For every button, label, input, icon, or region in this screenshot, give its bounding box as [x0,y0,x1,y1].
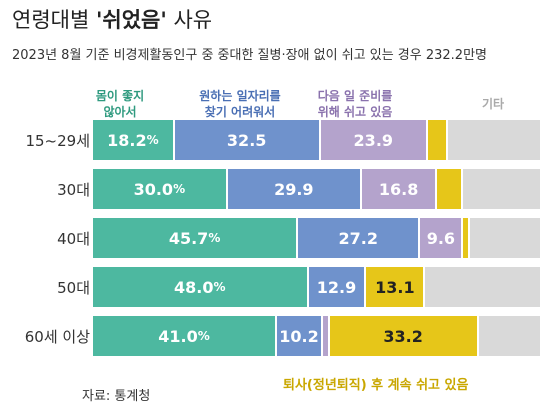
chart-title: 연령대별 '쉬었음' 사유 [12,4,212,34]
legend-label-line: 위해 쉬고 있음 [317,105,393,119]
data-label: 13.1 [375,277,415,297]
data-label: 27.2 [338,228,378,248]
bar-segment: 29.9 [227,169,360,209]
data-label: 16.8 [378,179,419,199]
title-prefix: 연령대별 [12,8,96,32]
bar-segment: 45.7% [93,218,297,258]
bar-segment: 18.2% [93,120,173,160]
bar-segment [469,218,540,258]
bar-segment [463,218,468,258]
data-label-unit: % [197,329,210,343]
data-label: 9.6 [426,228,456,248]
bar-segment: 12.9 [308,267,365,307]
category-label: 60세 이상 [24,328,90,346]
legend-label-line: 다음 일 준비를 [317,89,393,103]
source-label: 자료: 통계청 [82,389,151,404]
bar-segment: 9.6 [420,218,462,258]
bar-segment: 30.0% [93,169,226,209]
bar-segment: 27.2 [298,218,419,258]
bar-segment: 41.0% [93,316,276,356]
data-label: 48.0 [174,277,214,297]
bar-segment: 16.8 [361,169,436,209]
data-label-unit: % [146,133,159,147]
category-label: 40대 [57,230,90,248]
data-label-unit: % [173,182,186,196]
series-note-retired: 퇴사(정년퇴직) 후 계속 쉬고 있음 [283,378,469,393]
bar-segment [427,120,447,160]
title-highlight: '쉬었음' [95,8,167,32]
legend-label-line: 찾기 어려워서 [204,105,276,119]
data-label: 29.9 [274,179,314,199]
data-label: 10.2 [279,326,319,346]
bar-segment: 32.5 [174,120,319,160]
bar-segment [462,169,540,209]
category-label: 30대 [57,181,90,199]
bar-segment: 13.1 [366,267,424,307]
bar-segment [437,169,461,209]
data-label: 32.5 [226,130,267,150]
legend-label-line: 않아서 [103,105,137,119]
data-label: 33.2 [383,326,423,346]
legend-label-line: 원하는 일자리를 [199,89,281,103]
data-label: 12.9 [316,277,357,297]
category-label: 15~29세 [25,132,90,150]
data-label: 41.0 [158,326,198,346]
legend-item-5: 기타 [438,96,548,112]
legend-label-line: 기타 [481,97,505,111]
chart-subtitle: 2023년 8월 기준 비경제활동인구 중 중대한 질병·장애 없이 쉬고 있는… [12,48,487,63]
bar-segment: 33.2 [329,316,477,356]
data-label: 30.0 [133,179,174,199]
category-label: 50대 [57,279,90,297]
bar-segment: 23.9 [320,120,426,160]
data-label-unit: % [208,231,221,245]
legend-label-line: 몸이 좋지 [95,89,145,103]
bar-segment [322,316,328,356]
data-label: 45.7 [168,228,209,248]
bar-segment [425,267,540,307]
data-label: 18.2 [107,130,147,150]
bar-segment: 48.0% [93,267,307,307]
data-label-unit: % [213,280,226,294]
bar-segment: 10.2 [277,316,321,356]
data-label: 23.9 [353,130,394,150]
bar-segment [478,316,540,356]
bar-segment [448,120,540,160]
title-suffix: 사유 [166,8,213,32]
